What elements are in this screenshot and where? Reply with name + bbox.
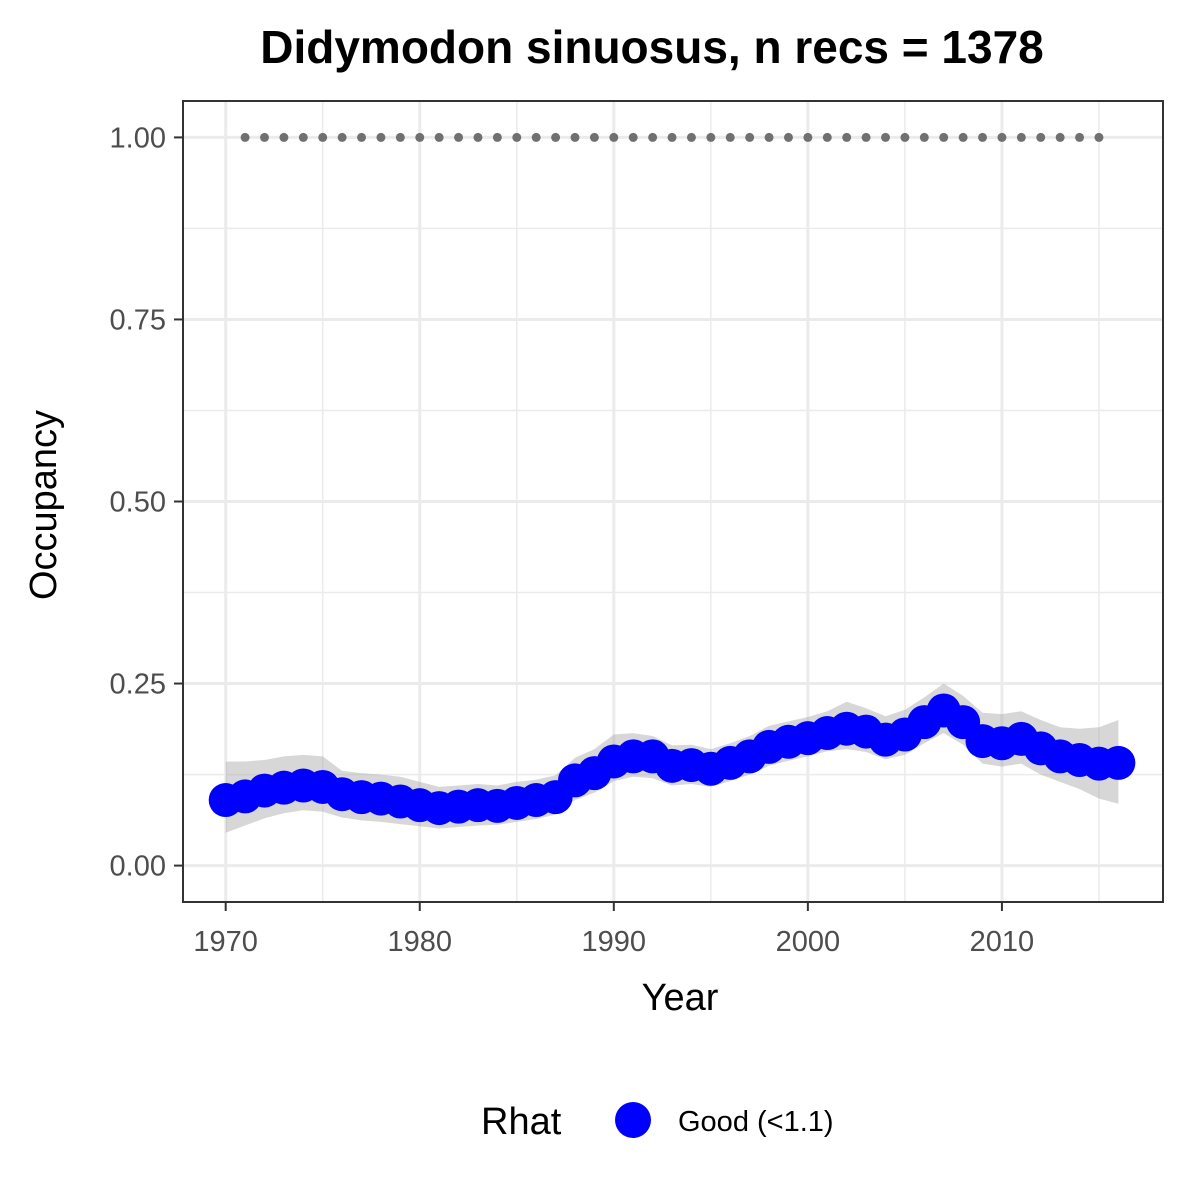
x-tick-label: 1990	[582, 926, 647, 958]
legend: Rhat Good (<1.1)	[481, 1101, 834, 1143]
reference-point	[803, 132, 813, 142]
reference-points	[240, 132, 1104, 142]
reference-point	[880, 132, 890, 142]
y-tick-label: 0.00	[110, 851, 166, 883]
reference-point	[1075, 132, 1085, 142]
reference-point	[512, 132, 522, 142]
x-tick-label: 1980	[387, 926, 452, 958]
reference-point	[473, 132, 483, 142]
y-tick-label: 0.25	[110, 669, 166, 701]
reference-point	[628, 132, 638, 142]
occupancy-point	[1101, 745, 1136, 780]
reference-point	[764, 132, 774, 142]
reference-point	[706, 132, 716, 142]
reference-point	[434, 132, 444, 142]
reference-point	[260, 132, 270, 142]
reference-point	[745, 132, 755, 142]
reference-point	[842, 132, 852, 142]
reference-point	[783, 132, 793, 142]
reference-point	[609, 132, 619, 142]
reference-point	[298, 132, 308, 142]
x-tick-label: 1970	[193, 926, 258, 958]
reference-point	[958, 132, 968, 142]
y-tick-label: 1.00	[110, 122, 166, 154]
reference-point	[531, 132, 541, 142]
reference-point	[318, 132, 328, 142]
reference-point	[551, 132, 561, 142]
reference-point	[337, 132, 347, 142]
reference-point	[686, 132, 696, 142]
reference-point	[376, 132, 386, 142]
reference-point	[648, 132, 658, 142]
reference-point	[861, 132, 871, 142]
reference-point	[395, 132, 405, 142]
x-tick-label: 2010	[970, 926, 1035, 958]
y-tick-label: 0.75	[110, 304, 166, 336]
y-axis-title: Occupancy	[23, 410, 65, 600]
reference-point	[978, 132, 988, 142]
reference-point	[357, 132, 367, 142]
reference-point	[1094, 132, 1104, 142]
reference-point	[454, 132, 464, 142]
reference-point	[939, 132, 949, 142]
legend-key-good	[615, 1102, 651, 1138]
y-tick-label: 0.50	[110, 487, 166, 519]
reference-point	[919, 132, 929, 142]
reference-point	[279, 132, 289, 142]
y-axis: 0.00 0.25 0.50 0.75 1.00	[110, 122, 183, 883]
x-axis: 1970 1980 1990 2000 2010	[193, 902, 1034, 958]
legend-label-good: Good (<1.1)	[678, 1106, 834, 1138]
reference-point	[1055, 132, 1065, 142]
x-tick-label: 2000	[776, 926, 841, 958]
reference-point	[822, 132, 832, 142]
reference-point	[1016, 132, 1026, 142]
legend-title: Rhat	[481, 1101, 562, 1143]
reference-point	[725, 132, 735, 142]
reference-point	[415, 132, 425, 142]
reference-point	[900, 132, 910, 142]
reference-point	[667, 132, 677, 142]
reference-point	[492, 132, 502, 142]
reference-point	[997, 132, 1007, 142]
reference-point	[570, 132, 580, 142]
reference-point	[589, 132, 599, 142]
chart-title: Didymodon sinuosus, n recs = 1378	[260, 21, 1044, 73]
occupancy-points	[208, 693, 1136, 826]
reference-point	[1036, 132, 1046, 142]
reference-point	[240, 132, 250, 142]
x-axis-title: Year	[642, 977, 719, 1019]
